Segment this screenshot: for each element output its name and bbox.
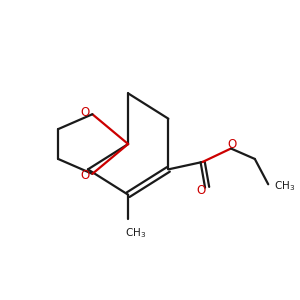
Text: O: O [196, 184, 206, 197]
Text: O: O [228, 137, 237, 151]
Text: CH$_3$: CH$_3$ [125, 226, 146, 240]
Text: O: O [80, 106, 90, 119]
Text: O: O [80, 169, 90, 182]
Text: CH$_3$: CH$_3$ [274, 179, 296, 193]
